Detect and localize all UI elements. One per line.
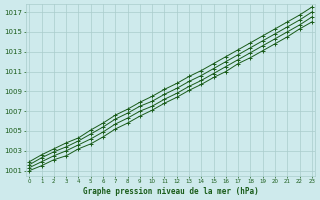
X-axis label: Graphe pression niveau de la mer (hPa): Graphe pression niveau de la mer (hPa) (83, 187, 259, 196)
